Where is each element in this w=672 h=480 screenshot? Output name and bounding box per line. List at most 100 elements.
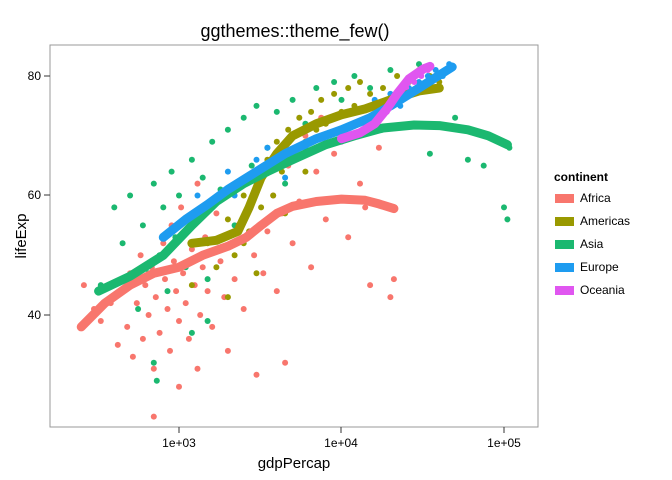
asia-point [204,318,211,324]
y-tick-label: 60 [28,188,42,202]
africa-point [150,413,157,420]
africa-point [80,282,87,289]
africa-point [217,258,224,265]
legend-title: continent [554,170,608,184]
legend-label-africa: Africa [580,191,611,205]
africa-point [308,264,315,271]
americas-point [285,126,292,133]
americas-point [296,114,303,121]
africa-point [152,294,159,301]
africa-point [160,240,167,247]
legend-label-asia: Asia [580,237,604,251]
legend-label-europe: Europe [580,260,619,274]
africa-point [97,318,104,324]
legend-key-americas [555,217,574,226]
africa-point [176,383,182,390]
asia-point [273,108,280,115]
africa-point [209,323,216,330]
europe-point [253,156,260,163]
asia-point [188,156,195,163]
africa-point [114,341,121,348]
europe-point [194,192,201,199]
americas-point [258,204,265,211]
africa-point [240,306,247,312]
asia-point [164,288,171,295]
asia-point [282,180,289,187]
africa-point [197,312,204,318]
africa-point [139,335,146,342]
africa-point [204,288,211,295]
asia-point [135,306,142,312]
africa-point [137,252,144,259]
asia-point [367,85,374,91]
americas-point [394,73,401,79]
africa-point [264,228,271,235]
asia-smooth-line [94,120,512,296]
europe-point [264,144,271,151]
africa-point [170,258,177,265]
asia-point [153,377,160,384]
americas-point [273,138,280,145]
asia-point [139,222,146,229]
africa-point [162,276,168,283]
chart-title: ggthemes::theme_few() [200,21,389,42]
europe-point [224,168,231,175]
africa-point [182,300,189,307]
africa-point [142,282,149,289]
y-ticks-group: 40 60 80 [28,69,50,322]
africa-point [145,312,152,318]
americas-point [308,108,315,115]
asia-point [204,276,211,283]
americas-point [367,90,374,97]
africa-point [387,294,394,301]
americas-point [240,192,247,199]
legend-items: Africa Americas Asia Europe Oceania [555,191,630,297]
africa-point [345,234,352,241]
africa-point [188,246,195,253]
asia-point [248,162,255,169]
asia-point [426,150,433,157]
legend-key-europe [555,263,574,272]
africa-point [357,180,363,187]
asia-point [289,96,296,103]
asia-point [150,180,157,187]
asia-point [504,216,511,223]
americas-point [345,85,352,91]
y-tick-label: 40 [28,308,42,322]
asia-point [150,359,157,366]
africa-point [176,318,182,324]
africa-point [164,306,171,312]
americas-point [253,270,260,277]
africa-point [185,335,192,342]
asia-point [338,96,345,103]
legend: continent Africa Americas Asia Europe Oceani… [554,170,630,297]
y-axis-title: lifeExp [13,213,30,258]
smooth-lines-layer [76,61,512,332]
africa-point [367,282,374,289]
asia-point [351,73,358,79]
asia-point [209,138,216,145]
africa-point [273,288,280,295]
asia-point [160,204,167,211]
africa-point [199,264,206,271]
africa-point [194,180,201,187]
americas-point [231,252,238,259]
africa-point [375,144,382,151]
plot-panel [49,44,539,428]
africa-point [224,347,231,354]
asia-point [452,114,459,121]
x-tick-label: 1e+04 [324,436,358,450]
americas-point [331,90,338,97]
africa-point [390,276,397,283]
europe-point [282,174,289,181]
asia-point [464,156,471,163]
americas-point [357,79,363,85]
africa-point [282,359,289,366]
africa-point [362,204,369,211]
americas-point [213,264,220,271]
americas-point [270,192,277,199]
africa-point [124,323,131,330]
africa-point [133,300,140,307]
asia-point [168,168,175,175]
